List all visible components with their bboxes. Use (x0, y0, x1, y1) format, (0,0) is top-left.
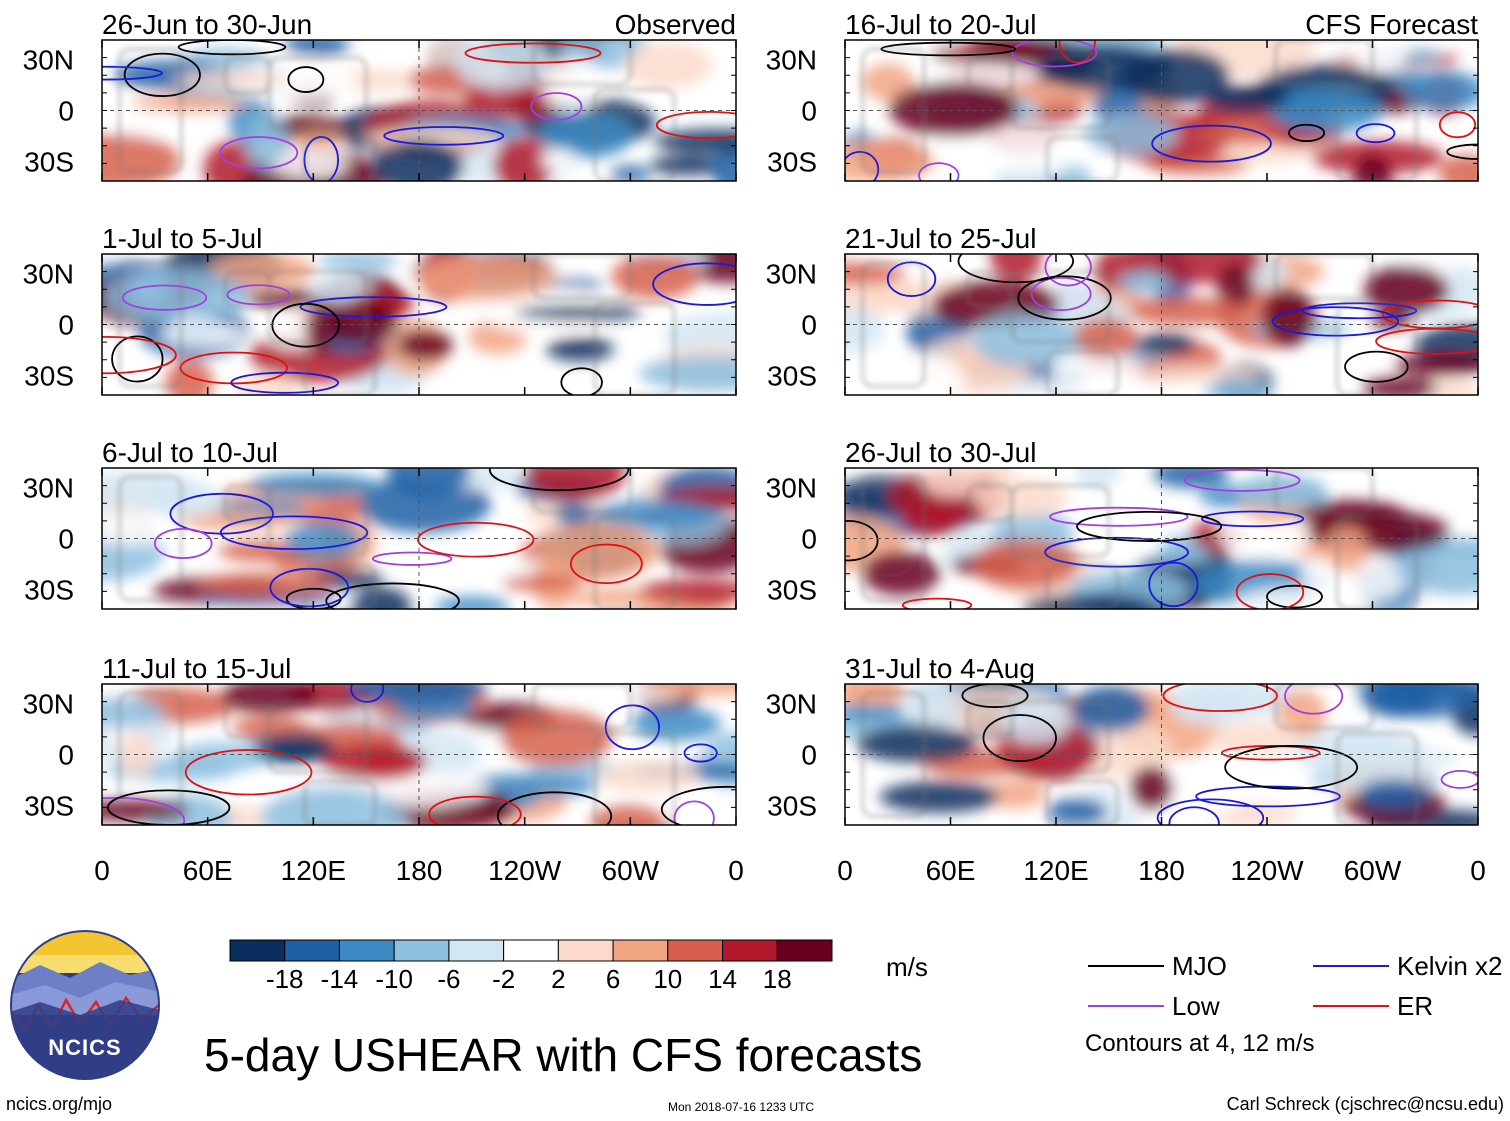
author-credit: Carl Schreck (cjschrec@ncsu.edu) (1226, 1094, 1504, 1114)
map-panel: 1-Jul to 5-Jul 30N 0 30S (23, 223, 737, 396)
x-tick-label: 120W (488, 855, 562, 886)
y-tick-label: 30N (23, 259, 74, 290)
svg-text:NCICS: NCICS (48, 1035, 121, 1060)
colorbar-swatch (393, 939, 450, 962)
colorbar-tick-label: -6 (437, 964, 460, 994)
x-tick-label: 0 (94, 855, 110, 886)
ncics-logo: NCICS (10, 930, 160, 1080)
x-tick-label: 180 (396, 855, 443, 886)
colorbar-tick-label: 6 (606, 964, 620, 994)
colorbar-swatch (503, 939, 559, 962)
legend-label: Kelvin x2 (1397, 951, 1503, 981)
y-tick-label: 30S (24, 146, 74, 177)
x-tick-label: 120W (1230, 855, 1304, 886)
colorbar-tick-label: 2 (551, 964, 565, 994)
legend-label: ER (1397, 991, 1433, 1021)
y-tick-label: 0 (801, 740, 817, 771)
map-panel: 21-Jul to 25-Jul 30N 0 30S (766, 223, 1479, 396)
panel-period-label: 16-Jul to 20-Jul (845, 9, 1036, 40)
panel-period-label: 21-Jul to 25-Jul (845, 223, 1036, 254)
colorbar-swatch (448, 939, 505, 962)
map-panel: 26-Jun to 30-Jun Observed 30N 0 30S (23, 9, 737, 182)
panel-period-label: 26-Jun to 30-Jun (102, 9, 312, 40)
y-tick-label: 30S (767, 790, 817, 821)
y-tick-label: 0 (58, 96, 74, 127)
site-link[interactable]: ncics.org/mjo (6, 1094, 113, 1114)
y-tick-label: 30S (24, 360, 74, 391)
y-tick-label: 30S (24, 574, 74, 605)
y-tick-label: 0 (801, 96, 817, 127)
colorbar-units: m/s (886, 952, 928, 982)
x-tick-label: 0 (1470, 855, 1486, 886)
main-title: 5-day USHEAR with CFS forecasts (204, 1029, 923, 1081)
y-tick-label: 0 (58, 740, 74, 771)
y-tick-label: 0 (801, 310, 817, 341)
y-tick-label: 0 (801, 524, 817, 555)
colorbar-tick-label: -10 (375, 964, 413, 994)
y-tick-label: 30N (766, 259, 817, 290)
y-tick-label: 30N (23, 45, 74, 76)
colorbar-tick-label: 18 (763, 964, 792, 994)
colorbar-swatch (229, 939, 286, 962)
panel-period-label: 26-Jul to 30-Jul (845, 437, 1036, 468)
colorbar-swatch (667, 939, 724, 962)
map-panel: 6-Jul to 10-Jul 30N 0 30S (23, 437, 737, 610)
y-tick-label: 30N (766, 45, 817, 76)
colorbar-tick-label: 14 (708, 964, 737, 994)
contour-legend: MJO Kelvin x2 Low ER (1088, 951, 1503, 1021)
panel-source-label: CFS Forecast (1305, 9, 1478, 40)
colorbar-swatch (284, 939, 340, 962)
contours-note: Contours at 4, 12 m/s (1085, 1030, 1315, 1057)
legend-label: Low (1172, 991, 1220, 1021)
colorbar-swatch (776, 939, 833, 962)
panel-period-label: 6-Jul to 10-Jul (102, 437, 278, 468)
colorbar-tick-label: -18 (266, 964, 304, 994)
x-tick-label: 60W (1344, 855, 1402, 886)
x-tick-label: 120E (281, 855, 346, 886)
x-tick-label: 0 (837, 855, 853, 886)
x-tick-label: 60E (926, 855, 976, 886)
colorbar-swatch (338, 939, 395, 962)
colorbar-tick-label: -14 (321, 964, 359, 994)
y-tick-label: 30N (766, 689, 817, 720)
colorbar-swatch (722, 939, 778, 962)
y-tick-label: 30S (767, 574, 817, 605)
x-tick-label: 0 (728, 855, 744, 886)
x-tick-label: 120E (1023, 855, 1088, 886)
legend-label: MJO (1172, 951, 1227, 981)
x-tick-label: 60E (183, 855, 233, 886)
y-tick-label: 30N (766, 473, 817, 504)
map-panel: 16-Jul to 20-Jul CFS Forecast 30N 0 30S (766, 9, 1479, 182)
timestamp: Mon 2018-07-16 1233 UTC (668, 1100, 815, 1114)
y-tick-label: 30S (767, 360, 817, 391)
panel-period-label: 1-Jul to 5-Jul (102, 223, 262, 254)
y-tick-label: 30S (24, 790, 74, 821)
colorbar-tick-label: 10 (653, 964, 682, 994)
panel-period-label: 31-Jul to 4-Aug (845, 653, 1035, 684)
x-tick-label: 180 (1138, 855, 1185, 886)
colorbar-swatch (612, 939, 669, 962)
map-panel: 11-Jul to 15-Jul 30N 0 30S 0 60E 120E 180 120W 60… (23, 653, 744, 886)
colorbar-tick-label: -2 (492, 964, 515, 994)
x-tick-label: 60W (602, 855, 660, 886)
panel-period-label: 11-Jul to 15-Jul (102, 653, 291, 684)
map-panel: 26-Jul to 30-Jul 30N 0 30S (766, 437, 1479, 610)
y-tick-label: 30S (767, 146, 817, 177)
y-tick-label: 30N (23, 473, 74, 504)
y-tick-label: 0 (58, 524, 74, 555)
map-panel: 31-Jul to 4-Aug 30N 0 30S 0 60E 120E 180 120W 60W… (766, 653, 1486, 886)
panel-source-label: Observed (615, 9, 736, 40)
colorbar: -18 -14 -10 -6 -2 2 6 10 14 18 (229, 939, 833, 994)
colorbar-swatch (557, 939, 614, 962)
y-tick-label: 0 (58, 310, 74, 341)
y-tick-label: 30N (23, 689, 74, 720)
